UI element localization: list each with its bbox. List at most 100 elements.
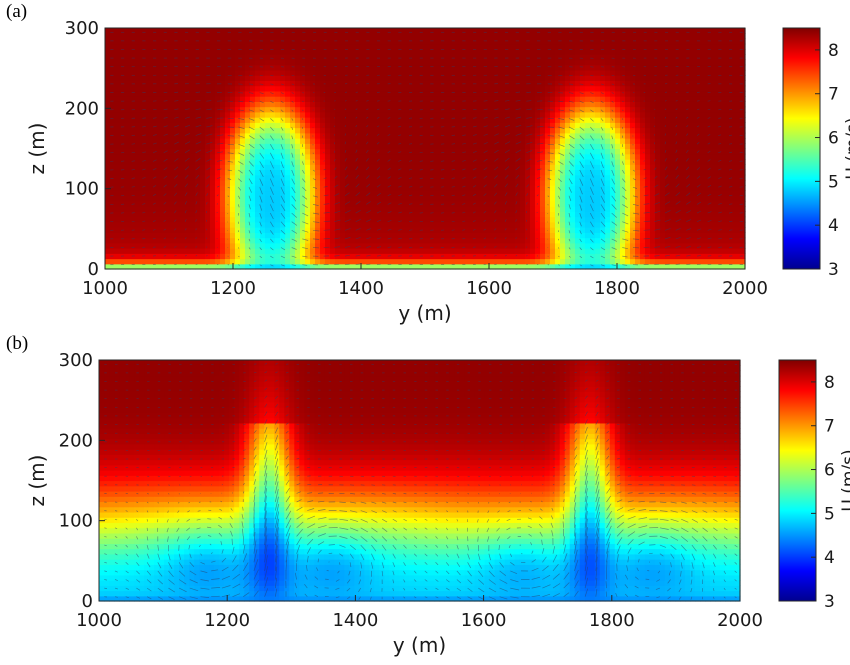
heatmap-cell [230,33,236,40]
heatmap-cell [555,85,561,92]
heatmap-cell [140,80,146,87]
heatmap-cell [195,263,201,270]
heatmap-cell [235,185,241,192]
heatmap-cell [495,148,501,155]
heatmap-cell [140,174,146,181]
heatmap-cell [625,33,631,40]
heatmap-cell [630,75,636,81]
heatmap-cell [355,174,361,181]
heatmap-cell [425,169,431,176]
heatmap-cell [445,263,451,270]
heatmap-cell [120,69,126,76]
heatmap-cell [240,64,246,71]
heatmap-cell [155,59,161,66]
heatmap-cell [375,248,381,254]
heatmap-cell [305,143,311,150]
heatmap-cell [210,263,216,270]
heatmap-cell [465,122,471,129]
heatmap-cell [330,117,336,123]
heatmap-cell [560,242,566,249]
heatmap-cell [615,216,621,223]
heatmap-cell [505,248,511,254]
heatmap-cell [480,80,486,87]
heatmap-cell [385,80,391,87]
heatmap-cell [305,127,311,134]
heatmap-cell [435,96,441,102]
heatmap-cell [210,258,216,265]
heatmap-cell [150,185,156,192]
heatmap-cell [590,69,596,76]
heatmap-cell [370,38,376,45]
heatmap-cell [205,200,211,207]
heatmap-cell [225,153,231,160]
heatmap-cell [350,164,356,171]
heatmap-cell [155,200,161,207]
heatmap-cell [280,174,286,181]
heatmap-cell [495,211,501,218]
heatmap-cell [260,216,266,223]
heatmap-cell [545,232,551,239]
heatmap-cell [290,127,296,134]
heatmap-cell [125,148,131,155]
heatmap-cell [510,200,516,207]
heatmap-cell [460,80,466,87]
heatmap-cell [130,38,136,45]
heatmap-cell [285,59,291,66]
heatmap-cell [525,69,531,76]
heatmap-cell [570,206,576,212]
heatmap-cell [460,117,466,123]
heatmap-cell [320,263,326,270]
heatmap-cell [295,122,301,129]
heatmap-cell [535,54,541,61]
heatmap-cell [185,143,191,150]
heatmap-cell [590,200,596,207]
heatmap-cell [325,138,331,144]
heatmap-cell [290,80,296,87]
heatmap-cell [335,33,341,40]
heatmap-cell [330,200,336,207]
heatmap-cell [610,216,616,223]
heatmap-cell [495,111,501,118]
heatmap-cell [430,200,436,207]
heatmap-cell [115,85,121,92]
heatmap-cell [510,227,516,233]
heatmap-cell [405,211,411,218]
heatmap-cell [370,258,376,265]
heatmap-cell [200,75,206,81]
heatmap-cell [370,153,376,160]
heatmap-cell [295,195,301,202]
heatmap-cell [600,185,606,192]
heatmap-cell [190,96,196,102]
heatmap-cell [220,43,226,50]
heatmap-cell [530,48,536,55]
heatmap-cell [420,153,426,160]
heatmap-cell [260,132,266,139]
heatmap-cell [350,174,356,181]
heatmap-cell [465,59,471,66]
heatmap-cell [285,158,291,165]
heatmap-cell [585,242,591,249]
heatmap-cell [490,75,496,81]
heatmap-cell [370,96,376,102]
heatmap-cell [190,185,196,192]
heatmap-cell [560,169,566,176]
heatmap-cell [430,127,436,134]
heatmap-cell [195,111,201,118]
heatmap-cell [105,174,111,181]
heatmap-cell [330,85,336,92]
heatmap-cell [170,90,176,97]
heatmap-cell [355,48,361,55]
heatmap-cell [585,143,591,150]
heatmap-cell [640,64,646,71]
heatmap-cell [395,127,401,134]
heatmap-cell [215,227,221,233]
heatmap-cell [185,85,191,92]
heatmap-cell [225,43,231,50]
heatmap-cell [110,263,116,270]
heatmap-cell [435,258,441,265]
heatmap-cell [320,33,326,40]
heatmap-cell [460,69,466,76]
heatmap-cell [410,69,416,76]
heatmap-cell [290,179,296,186]
heatmap-cell [570,75,576,81]
